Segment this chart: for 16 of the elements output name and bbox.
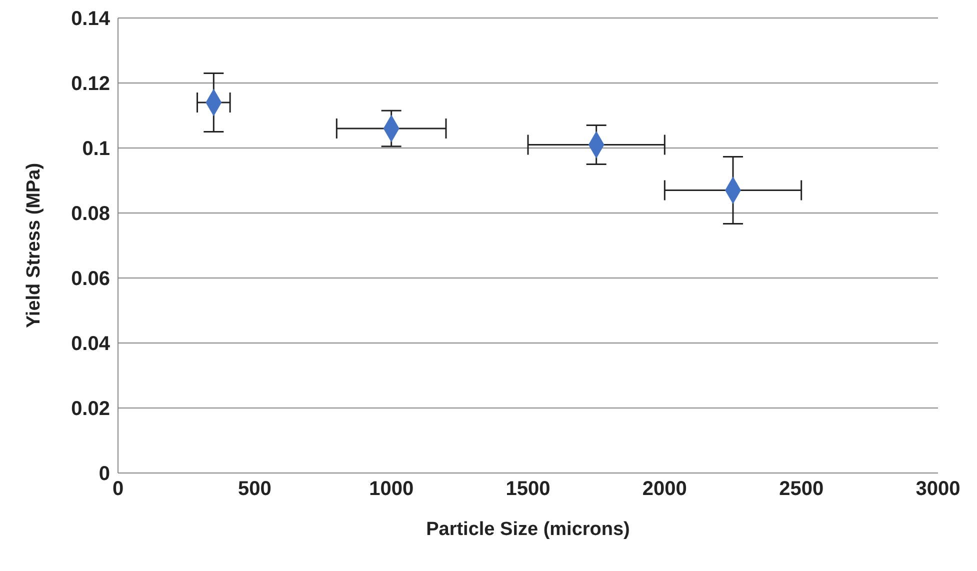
y-tick-label: 0.04: [71, 333, 111, 356]
x-tick-label: 2500: [779, 478, 824, 500]
x-tick-label: 2000: [642, 478, 687, 500]
y-tick-label: 0.08: [71, 203, 110, 226]
x-tick-label: 3000: [916, 478, 960, 500]
y-tick-label: 0.14: [71, 8, 111, 30]
y-tick-label: 0.02: [71, 398, 110, 420]
x-tick-label: 500: [238, 478, 272, 500]
x-axis-title: Particle Size (microns): [426, 519, 630, 540]
y-tick-label: 0.06: [71, 268, 110, 290]
y-tick-label: 0: [98, 463, 110, 486]
y-tick-label: 0.12: [71, 73, 110, 96]
x-tick-label: 1500: [506, 478, 550, 500]
x-tick-label: 1000: [369, 478, 414, 500]
y-axis-title: Yield Stress (MPa): [24, 162, 45, 328]
y-tick-label: 0.1: [82, 138, 110, 160]
